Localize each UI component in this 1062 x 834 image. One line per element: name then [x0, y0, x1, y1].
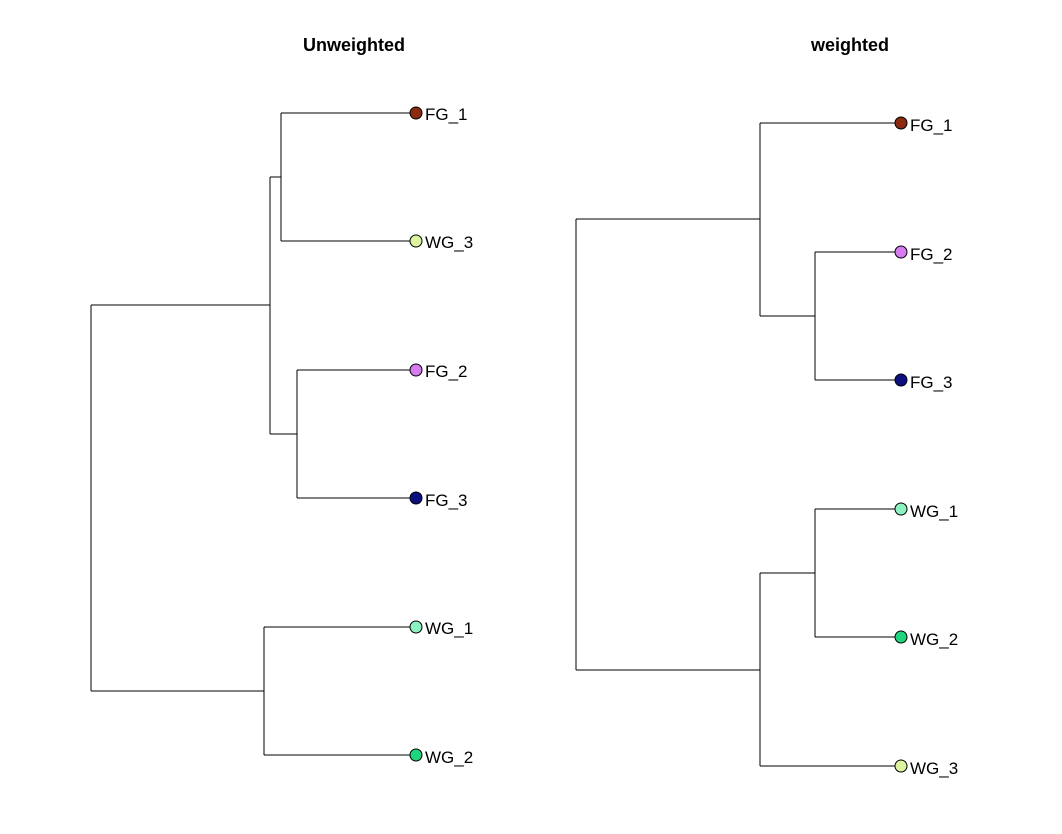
tree-unweighted: Unweighted FG_1 WG_3 FG_2 FG_3	[90, 35, 473, 767]
tip-label: FG_1	[910, 116, 953, 135]
tree-branch	[576, 573, 901, 767]
tip-label: FG_2	[910, 245, 953, 264]
tip-marker	[409, 106, 423, 120]
tip-label: WG_3	[425, 233, 473, 252]
tree-tip: WG_2	[894, 630, 958, 649]
tip-label: WG_1	[910, 502, 958, 521]
tree-tip: FG_2	[894, 245, 953, 264]
tip-marker	[894, 630, 908, 644]
tip-label: FG_2	[425, 362, 468, 381]
tree-branch	[576, 122, 901, 316]
tree-title: weighted	[810, 35, 889, 55]
tip-label: WG_3	[910, 759, 958, 778]
tree-branch	[760, 508, 901, 638]
tree-tip: FG_3	[894, 373, 953, 392]
tip-marker	[409, 234, 423, 248]
tree-tip: FG_3	[409, 491, 468, 510]
tree-tip: WG_3	[409, 233, 473, 252]
tip-marker	[894, 759, 908, 773]
tip-marker	[409, 491, 423, 505]
tip-label: WG_2	[425, 748, 473, 767]
tree-tip: WG_1	[894, 502, 958, 521]
tree-branch	[91, 177, 271, 434]
tree-branch	[270, 369, 416, 499]
tip-marker	[409, 620, 423, 634]
tip-label: FG_3	[910, 373, 953, 392]
tip-label: FG_3	[425, 491, 468, 510]
tip-label: FG_1	[425, 105, 468, 124]
tree-tip: WG_1	[409, 619, 473, 638]
tree-weighted: weighted FG_1 FG_2 FG_3 WG_1	[575, 35, 958, 778]
tip-label: WG_1	[425, 619, 473, 638]
tree-branch	[760, 251, 901, 381]
tip-marker	[894, 502, 908, 516]
tree-branch	[91, 626, 416, 756]
tree-tip: FG_2	[409, 362, 468, 381]
tip-marker	[409, 363, 423, 377]
tree-tip: WG_3	[894, 759, 958, 778]
tip-marker	[894, 373, 908, 387]
tree-title: Unweighted	[303, 35, 405, 55]
tree-tip: FG_1	[409, 105, 468, 124]
tree-branch	[270, 112, 416, 242]
tip-marker	[894, 245, 908, 259]
tip-marker	[894, 116, 908, 130]
tip-label: WG_2	[910, 630, 958, 649]
tip-marker	[409, 748, 423, 762]
tree-tip: FG_1	[894, 116, 953, 135]
tree-tip: WG_2	[409, 748, 473, 767]
